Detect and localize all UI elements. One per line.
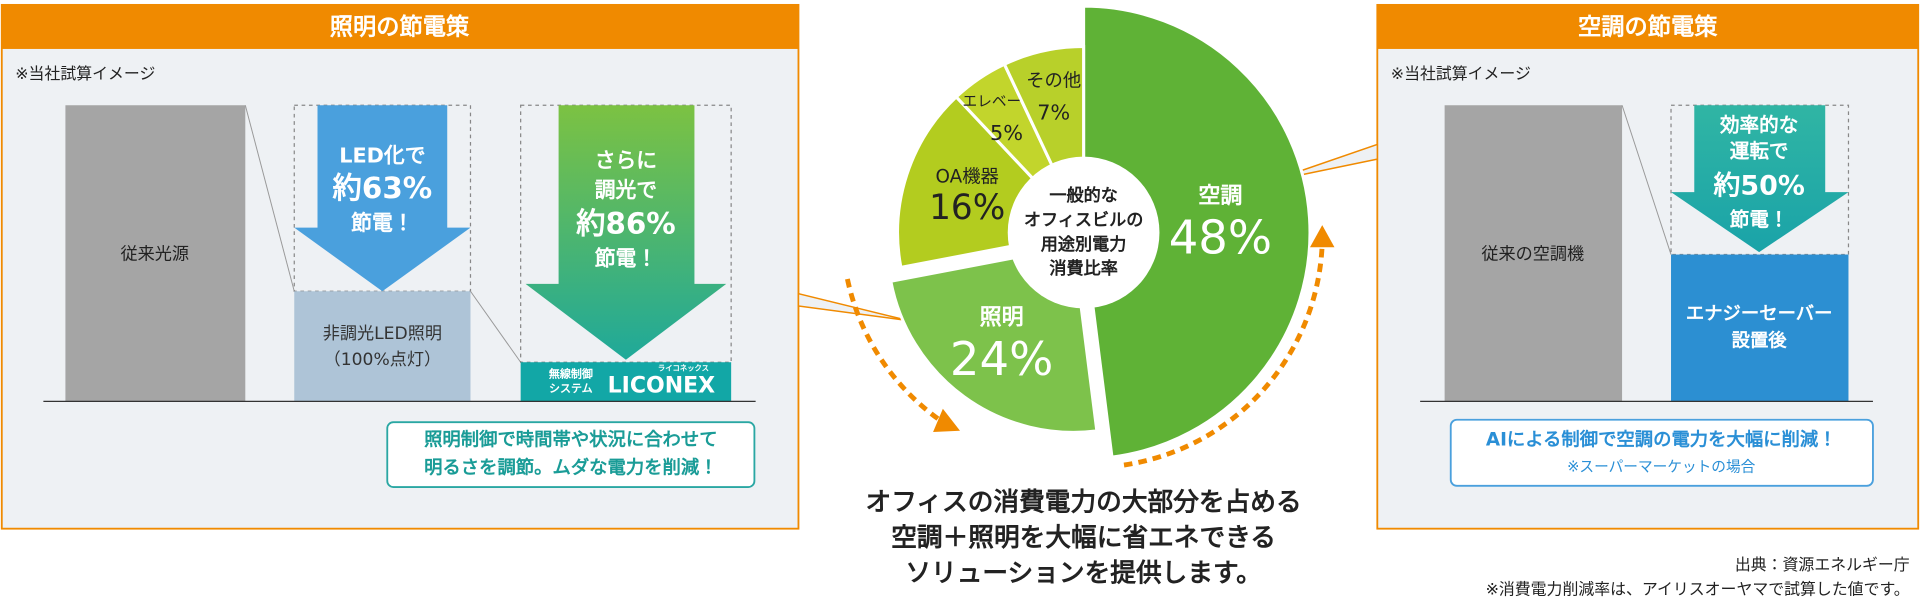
connector bbox=[1621, 105, 1672, 255]
connector bbox=[244, 105, 295, 292]
arrow-text: 節電！ bbox=[351, 211, 413, 235]
arrow-text: さらに bbox=[595, 149, 657, 173]
slice-value: 5% bbox=[990, 121, 1023, 145]
callout-text: 照明制御で時間帯や状況に合わせて bbox=[424, 429, 717, 451]
arrow-text: 節電！ bbox=[1730, 208, 1789, 231]
slice-value: 16% bbox=[929, 188, 1005, 228]
brand-reading: ライコネックス bbox=[658, 363, 709, 372]
arrow-text: 効率的な bbox=[1719, 114, 1798, 137]
arrow bbox=[525, 105, 727, 360]
system-text: システム bbox=[549, 382, 593, 395]
callout bbox=[386, 421, 756, 488]
arrow-text: 節電！ bbox=[595, 246, 657, 270]
arrow-text: 約63% bbox=[333, 171, 433, 205]
slice-value: 24% bbox=[950, 332, 1053, 386]
slice-name: 照明 bbox=[980, 305, 1024, 330]
arrow-text: 約50% bbox=[1712, 171, 1804, 202]
lighting-panel: 照明の節電策 ※当社試算イメージ 従来光源 LED化で 約63% 節電！ 非調光… bbox=[0, 3, 800, 530]
deco-arrowhead bbox=[933, 408, 960, 432]
arrow bbox=[294, 105, 471, 292]
message: 空調＋照明を大幅に省エネできる bbox=[891, 523, 1276, 553]
deco-arrow bbox=[1123, 242, 1325, 468]
conventional-bar bbox=[65, 105, 246, 402]
conventional-bar bbox=[1444, 105, 1623, 402]
led-bar bbox=[294, 291, 471, 402]
slice-name: その他 bbox=[1026, 71, 1081, 92]
slice-name: 空調 bbox=[1198, 183, 1242, 209]
system-text: 無線制御 bbox=[549, 366, 593, 380]
pointer bbox=[797, 292, 909, 322]
bar-label: （100%点灯） bbox=[324, 350, 441, 370]
pie-slice bbox=[1082, 4, 1312, 459]
arrow bbox=[1671, 105, 1849, 253]
deco-arrowhead bbox=[1310, 225, 1335, 248]
bar-label: 従来の空調機 bbox=[1481, 245, 1584, 265]
callout-text: AIによる制御で空調の電力を大幅に削減！ bbox=[1486, 429, 1837, 451]
deco-arrow bbox=[845, 278, 945, 425]
center-label: 消費比率 bbox=[1049, 258, 1118, 279]
message: オフィスの消費電力の大部分を占める bbox=[866, 487, 1302, 517]
panel-header bbox=[1377, 4, 1919, 49]
arrow-text: 運転で bbox=[1730, 139, 1789, 162]
center-label: 用途別電力 bbox=[1041, 234, 1127, 255]
center-label: 一般的な bbox=[1049, 185, 1118, 206]
note: ※当社試算イメージ bbox=[15, 64, 155, 83]
arrow-text: 約86% bbox=[576, 207, 676, 241]
source: 出典：資源エネルギー庁 bbox=[1735, 555, 1910, 574]
source: ※消費電力削減率は、アイリスオーヤマで試算した値です。 bbox=[1486, 579, 1910, 598]
connector bbox=[470, 290, 522, 363]
slice-value: 48% bbox=[1169, 211, 1272, 265]
arrow-text: 調光で bbox=[595, 178, 657, 202]
bar-label: 設置後 bbox=[1732, 329, 1788, 351]
panel-title: 照明の節電策 bbox=[330, 14, 470, 41]
saver-bar bbox=[1671, 254, 1849, 402]
bar-label: 従来光源 bbox=[120, 245, 188, 265]
bar-label: 非調光LED照明 bbox=[323, 324, 442, 344]
slice-value: 7% bbox=[1037, 100, 1070, 124]
arrow-text: LED化で bbox=[339, 144, 425, 168]
message: ソリューションを提供します。 bbox=[905, 558, 1262, 588]
pie-chart: 空調48%照明24%OA機器16%エレベーター5%その他7%一般的なオフィスビル… bbox=[889, 4, 1312, 459]
center-label: オフィスビルの bbox=[1024, 210, 1144, 230]
callout bbox=[1449, 418, 1874, 487]
callout-text: 明るさを調節。ムダな電力を削減！ bbox=[424, 457, 717, 479]
aircon-panel: 空調の節電策 ※当社試算イメージ 従来の空調機 効率的な 運転で 約50% 節電… bbox=[1376, 3, 1920, 530]
bar-label: エナジーセーバー bbox=[1686, 304, 1833, 325]
panel-title: 空調の節電策 bbox=[1578, 14, 1718, 41]
callout-text: ※スーパーマーケットの場合 bbox=[1567, 458, 1756, 475]
brand: LICONEX bbox=[608, 374, 716, 399]
panel-header bbox=[1, 4, 799, 49]
pie-center bbox=[1007, 156, 1160, 309]
note: ※当社試算イメージ bbox=[1391, 64, 1531, 83]
liconex-bar bbox=[520, 362, 732, 402]
slice-name: OA機器 bbox=[936, 167, 999, 188]
